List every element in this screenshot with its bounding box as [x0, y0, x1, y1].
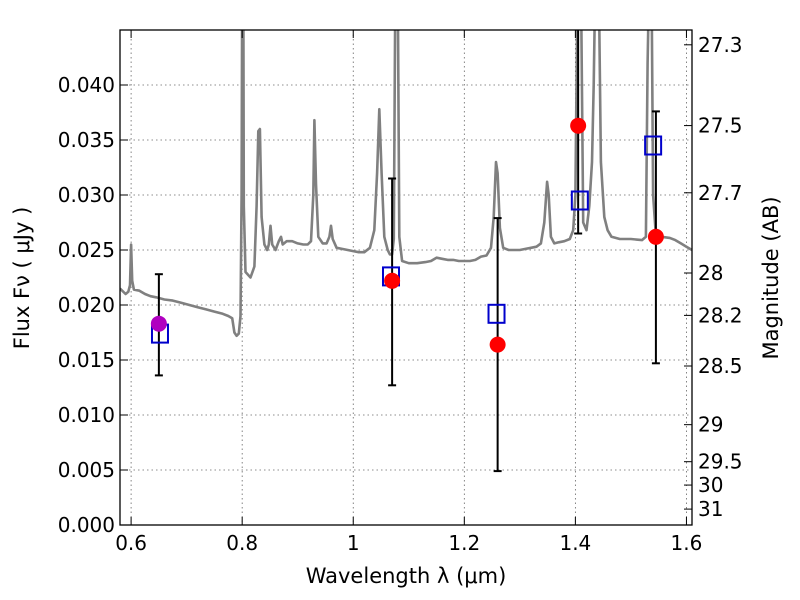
y2-tick-label: 30 [698, 473, 723, 497]
y2-tick-label: 31 [698, 497, 723, 521]
x-axis-label: Wavelength λ (μm) [306, 564, 507, 588]
spectrum-line [120, 30, 692, 338]
y2-tick-label: 29 [698, 413, 723, 437]
observed-point [384, 272, 401, 289]
x-tick-label: 0.6 [115, 531, 147, 555]
plot-area [120, 30, 692, 473]
axis-ticks: 0.6 0.8 1 1.2 1.4 1.6 0.000 0.005 0.010 0.015 0.02… [58, 30, 743, 555]
x-tick-label: 0.8 [226, 531, 258, 555]
x-tick-label: 1 [347, 531, 360, 555]
y-tick-label: 0.025 [58, 238, 115, 262]
model-point [570, 190, 589, 211]
observed-point [489, 336, 506, 353]
y2-tick-label: 27.5 [698, 114, 743, 138]
y2-tick-label: 27.3 [698, 33, 743, 57]
y-tick-label: 0.035 [58, 128, 115, 152]
x-tick-label: 1.4 [559, 531, 591, 555]
observed-point [647, 228, 664, 245]
x-tick-label: 1.2 [448, 531, 480, 555]
y-axis-label: Flux Fν ( μJy ) [10, 207, 34, 350]
y-tick-label: 0.040 [58, 73, 115, 97]
y-tick-label: 0.020 [58, 293, 115, 317]
axes-frame [119, 29, 693, 526]
y-tick-label: 0.005 [58, 458, 115, 482]
y-tick-label: 0.030 [58, 183, 115, 207]
y2-tick-label: 27.7 [698, 181, 743, 205]
y2-tick-label: 28 [698, 261, 723, 285]
y2-axis-label: Magnitude (AB) [759, 196, 783, 359]
y2-tick-label: 29.5 [698, 450, 743, 474]
model-point [644, 135, 663, 156]
y-tick-label: 0.010 [58, 403, 115, 427]
observed-point [570, 117, 587, 134]
y-tick-label: 0.015 [58, 348, 115, 372]
x-tick-label: 1.6 [671, 531, 703, 555]
y2-tick-label: 28.5 [698, 354, 743, 378]
model-point [487, 303, 506, 324]
y2-tick-label: 28.2 [698, 303, 743, 327]
observed-point [150, 315, 167, 332]
grid [120, 30, 692, 526]
y-tick-label: 0.000 [58, 513, 115, 537]
